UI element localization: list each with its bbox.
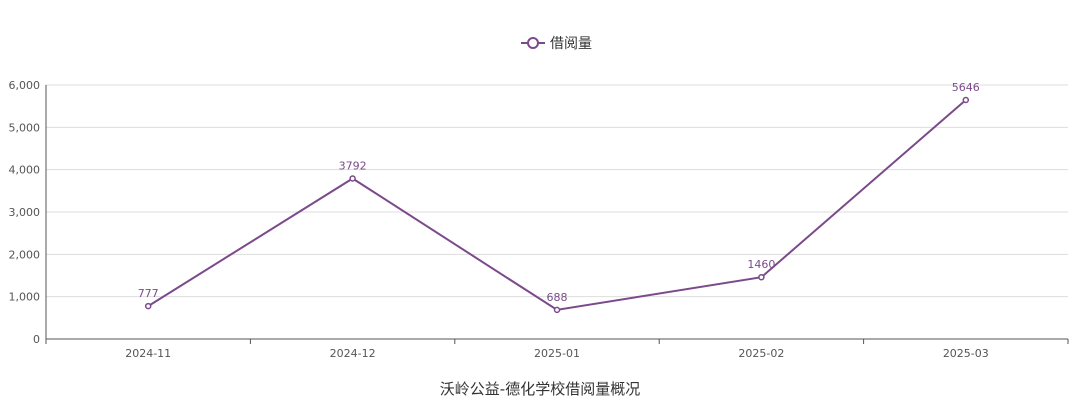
legend-circle-icon (527, 37, 539, 49)
data-label: 1460 (747, 258, 775, 271)
data-point (144, 302, 152, 310)
legend[interactable]: 借阅量 (521, 36, 592, 52)
data-point (758, 273, 765, 281)
y-tick-label: 5,000 (9, 121, 41, 134)
data-point (553, 306, 561, 314)
legend-label: 借阅量 (550, 36, 592, 52)
data-label: 3792 (339, 159, 367, 172)
data-point (962, 96, 970, 104)
y-tick-label: 4,000 (9, 164, 41, 177)
y-axis: 0 1,000 2,000 3,000 4,000 5,000 6,000 (9, 79, 47, 346)
data-point (349, 175, 356, 182)
series-line (147, 99, 967, 311)
y-tick-label: 2,000 (9, 248, 41, 261)
y-tick-label: 3,000 (9, 206, 41, 219)
x-axis: 2024-11 2024-12 2025-01 2025-02 2025-03 (45, 338, 1069, 360)
data-label: 777 (138, 287, 159, 300)
data-label: 688 (547, 291, 568, 304)
y-tick-label: 1,000 (9, 291, 41, 304)
x-tick-label: 2025-02 (738, 347, 784, 360)
x-tick-label: 2025-03 (943, 347, 989, 360)
chart-caption: 沃岭公益-德化学校借阅量概况 (439, 380, 641, 398)
series-group: 777 3792 688 1460 5646 (138, 81, 980, 314)
grid-lines (46, 84, 1068, 298)
x-tick-label: 2024-11 (125, 347, 171, 360)
x-tick-label: 2024-12 (330, 347, 376, 360)
y-tick-label: 0 (33, 333, 40, 346)
data-label: 5646 (952, 81, 980, 94)
y-tick-label: 6,000 (9, 79, 41, 92)
x-tick-label: 2025-01 (534, 347, 580, 360)
